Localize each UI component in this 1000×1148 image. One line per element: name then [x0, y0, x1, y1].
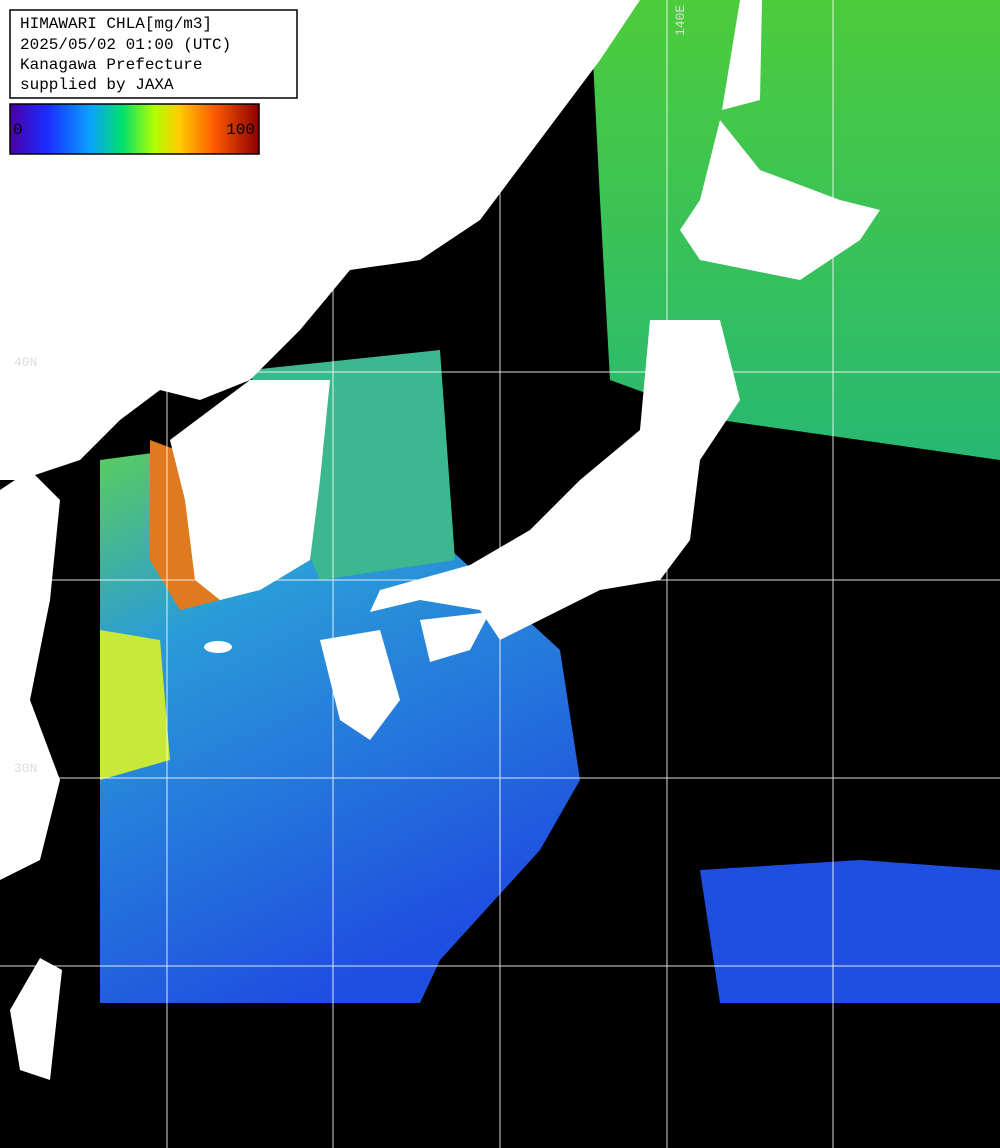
land: [370, 320, 740, 640]
pacific-patch: [700, 860, 1000, 1003]
land: [10, 958, 62, 1080]
land: [170, 380, 330, 600]
grid-label: 140E: [673, 5, 688, 36]
colorbar-min: 0: [13, 121, 23, 139]
colorbar-max: 100: [226, 121, 255, 139]
land: [722, 0, 762, 110]
header-line: HIMAWARI CHLA[mg/m3]: [20, 15, 212, 33]
grid-label: 40N: [14, 355, 37, 370]
land: [420, 612, 490, 662]
header-line: 2025/05/02 01:00 (UTC): [20, 36, 231, 54]
header-line: Kanagawa Prefecture: [20, 56, 202, 74]
land: [680, 120, 880, 280]
header-line: supplied by JAXA: [20, 76, 174, 94]
header-box: [9, 9, 298, 99]
grid-label: 30N: [14, 761, 37, 776]
land: [320, 630, 400, 740]
colorbar: [9, 103, 260, 155]
land: [204, 641, 232, 653]
coastal-bloom: [100, 630, 170, 780]
